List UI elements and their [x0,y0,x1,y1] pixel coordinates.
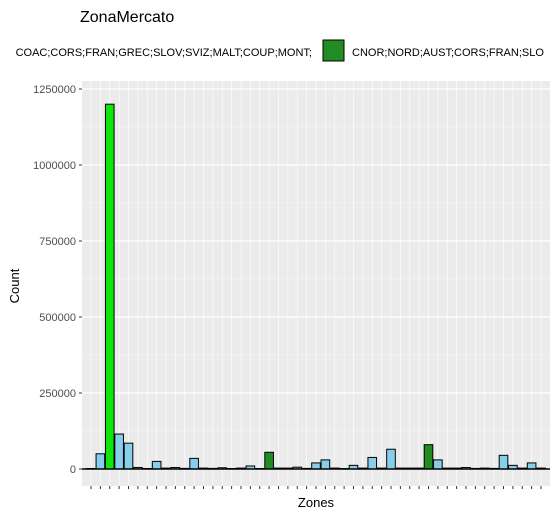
bar [498,454,509,470]
y-tick-label: 750000 [39,236,76,248]
bar [151,460,162,470]
y-tick-label: 500000 [39,312,76,324]
bar [95,453,106,470]
bar [320,459,331,470]
bar [386,448,396,470]
bar [526,462,537,470]
bar [123,442,134,470]
bar [189,457,199,470]
legend-label: COAC;CORS;FRAN;GREC;SLOV;SVIZ;MALT;COUP;… [16,47,312,59]
bar [264,451,274,470]
bar [114,433,124,470]
y-axis-title: Count [7,268,22,303]
chart-title: ZonaMercato [80,9,174,26]
bar [104,103,115,470]
x-axis-ticks [90,486,542,489]
bar [311,462,321,470]
y-tick-label: 250000 [39,388,76,400]
legend: COAC;CORS;FRAN;GREC;SLOV;SVIZ;MALT;COUP;… [16,39,544,62]
grid-lines [82,81,550,486]
legend-key [322,39,345,62]
y-tick-label: 1250000 [33,84,76,96]
bar [367,456,378,470]
y-tick-label: 0 [70,464,76,476]
bar [423,444,434,470]
y-tick-label: 1000000 [33,160,76,172]
x-axis-title: Zones [298,495,335,510]
legend-label: CNOR;NORD;AUST;CORS;FRAN;SLO [352,47,544,59]
y-axis-ticks: 0 250000 500000 750000 1000000 1250000 [33,84,82,476]
bar [433,459,443,470]
